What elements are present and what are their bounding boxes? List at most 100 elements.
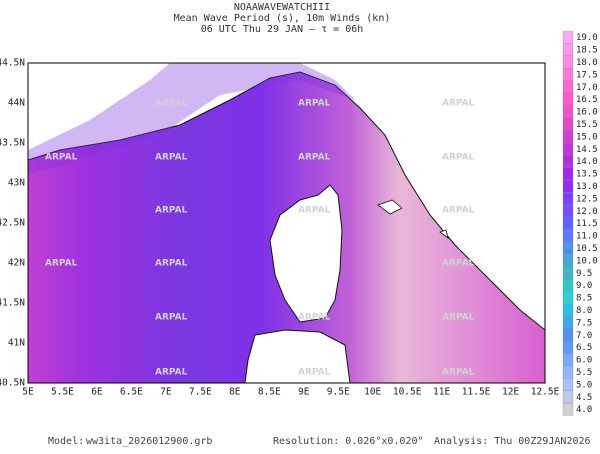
colorbar-label: 4.0 [576,405,592,415]
colorbar-label: 7.5 [576,318,592,328]
lon-label: 12.5E [531,387,560,398]
colorbar-label: 14.0 [576,157,598,167]
colorbar-label: 5.5 [576,368,592,378]
colorbar-box [562,142,574,156]
colorbar-label: 5.0 [576,380,592,390]
lat-label: 40.5N [0,378,25,389]
lon-label: 8.5E [258,387,281,398]
lon-label: 9E [298,387,310,398]
colorbar-box [562,353,574,366]
lon-label: 10.5E [393,387,422,398]
colorbar-label: 9.5 [576,269,592,279]
watermark: ARPAL [155,206,188,216]
colorbar-box [562,254,574,267]
colorbar-label: 10.0 [576,256,598,266]
lon-label: 5E [22,387,34,398]
lat-label: 44N [8,98,25,109]
subtitle: Mean Wave Period (s), 10m Winds (kn) [174,13,391,24]
analysis: Analysis: Thu 00Z29JAN2026 [434,436,591,447]
colorbar-box [562,241,574,255]
lon-label: 8E [229,387,241,398]
colorbar-label: 16.5 [576,95,598,105]
watermark: ARPAL [442,313,475,323]
frame [27,62,546,384]
colorbar-box [562,92,574,106]
colorbar-label: 18.0 [576,58,598,68]
lon-label: 12E [502,387,519,398]
watermark: ARPAL [155,313,188,323]
colorbar-box [562,105,574,118]
colorbar-box [562,291,574,304]
islands [377,199,449,239]
lon-label: 5.5E [51,387,74,398]
colorbar-box [562,179,574,193]
watermarks: ARPAL ARPAL ARPAL ARPAL ARPAL ARPAL ARPAL ARPAL… [45,99,475,378]
watermark: ARPAL [442,206,475,216]
lon-label: 11.5E [462,387,491,398]
title: NOAAWAVEWATCHIII [234,2,330,13]
colorbar-box [562,216,574,230]
colorbar-label: 13.5 [576,170,598,180]
colorbar-label: 7.0 [576,331,592,341]
colorbar-label: 16.0 [576,108,598,118]
lon-label: 7.5E [189,387,212,398]
watermark: ARPAL [442,368,475,378]
colorbar-box [562,55,574,69]
watermark: ARPAL [45,259,78,269]
colorbar: 4.0 4.5 5.0 5.5 6.0 6.5 7.0 7.5 8.0 8.5 9.0 9.5 10.0… [562,30,598,416]
colorbar-box [562,30,574,44]
colorbar-label: 11.0 [576,232,598,242]
resolution: Resolution: 0.026°x0.020° [273,436,424,447]
lat-label: 44.5N [0,58,25,69]
lat-label: 41N [8,338,25,349]
lon-label: 6E [91,387,103,398]
lat-label: 43N [8,178,25,189]
colorbar-box [562,43,574,56]
colorbar-label: 8.0 [576,306,592,316]
lon-label: 11E [433,387,450,398]
colorbar-label: 9.0 [576,281,592,291]
watermark: ARPAL [155,259,188,269]
colorbar-label: 11.5 [576,219,598,229]
colorbar-label: 15.0 [576,132,598,142]
lat-labels: 44.5N 44N 43.5N 43N 42.5N 42N 41.5N 41N 40.5N [0,58,25,389]
colorbar-box [562,229,574,242]
colorbar-box [562,278,574,292]
watermark: ARPAL [442,259,475,269]
lat-label: 43.5N [0,138,25,149]
watermark: ARPAL [442,99,475,109]
corsica [269,184,343,323]
watermark: ARPAL [298,153,331,163]
colorbar-box [562,390,574,404]
colorbar-box [562,204,574,218]
colorbar-label: 4.5 [576,393,592,403]
colorbar-label: 12.5 [576,194,598,204]
lat-label: 42.5N [0,218,25,229]
watermark: ARPAL [45,153,78,163]
watermark: ARPAL [155,99,188,109]
watermark: ARPAL [298,206,331,216]
colorbar-box [562,340,574,354]
watermark: ARPAL [298,368,331,378]
colorbar-label: 6.5 [576,343,592,353]
map [27,62,546,384]
lat-label: 42N [8,258,25,269]
colorbar-label: 17.0 [576,83,598,93]
watermark: ARPAL [155,153,188,163]
colorbar-box [562,117,574,131]
lon-label: 6.5E [120,387,143,398]
header: NOAAWAVEWATCHIII Mean Wave Period (s), 1… [174,2,391,35]
colorbar-box [562,303,574,317]
watermark: ARPAL [298,99,331,109]
watermark: ARPAL [155,368,188,378]
colorbar-box [562,365,574,379]
colorbar-label: 15.5 [576,120,598,130]
colorbar-box [562,80,574,94]
colorbar-label: 17.5 [576,70,598,80]
footer: Model: ww3ita_2026012900.grb Resolution:… [48,436,591,447]
colorbar-label: 18.5 [576,46,598,56]
colorbar-label: 13.0 [576,182,598,192]
colorbar-box [562,266,574,280]
watermark: ARPAL [442,153,475,163]
